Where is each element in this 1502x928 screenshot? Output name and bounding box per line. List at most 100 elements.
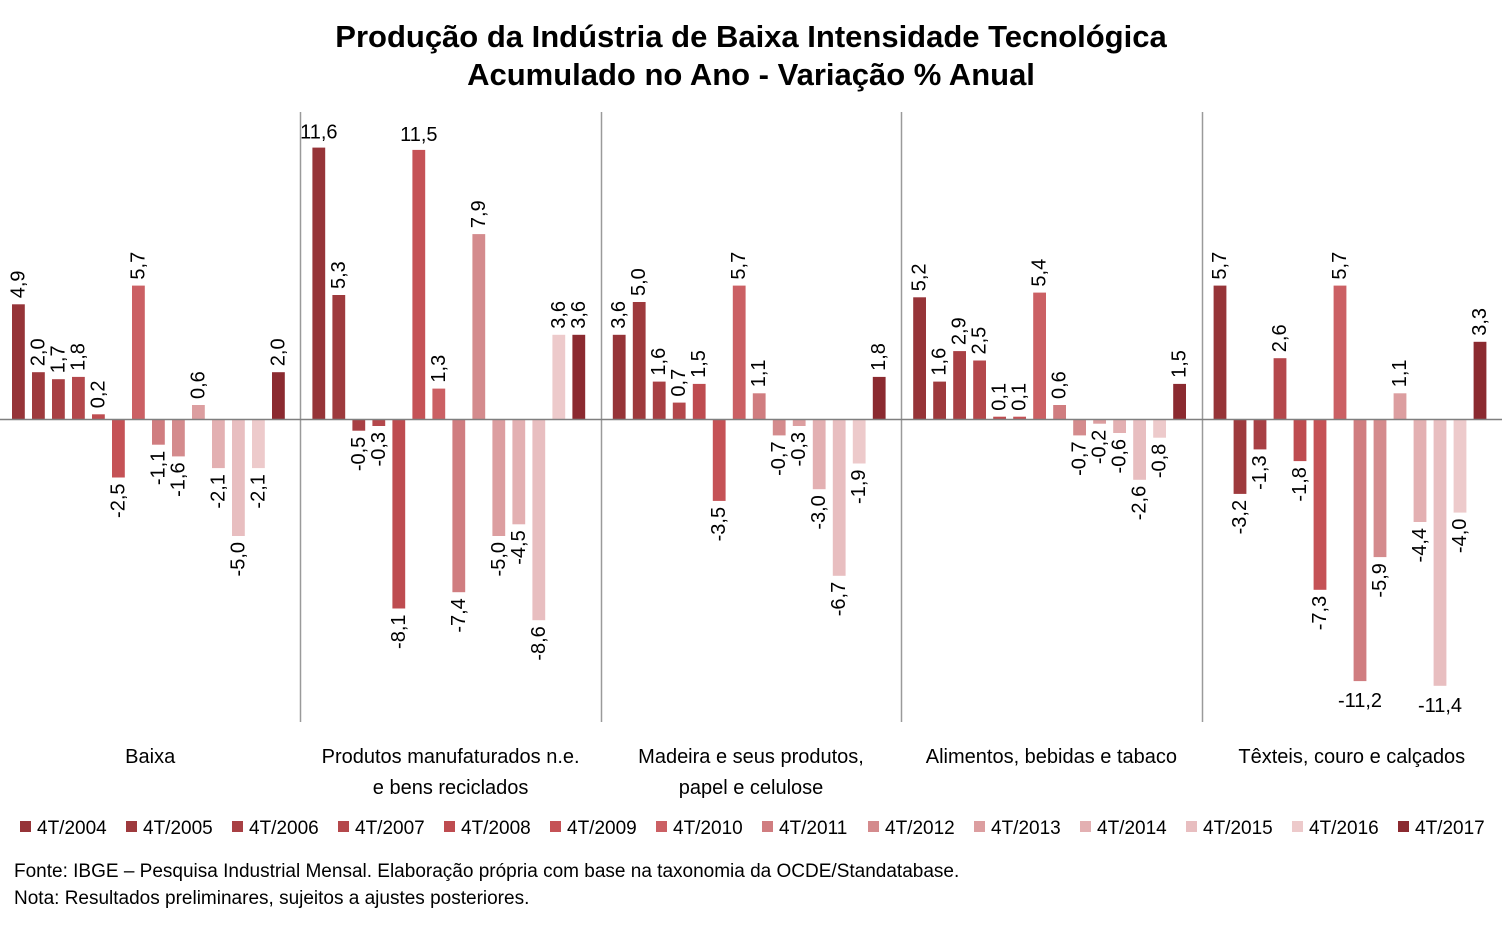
data-label: -4,0 [1449,519,1471,553]
bar-4T-2009 [112,419,125,478]
bar-4T-2012 [772,419,786,436]
data-label: 0,6 [187,371,209,399]
data-label: -5,0 [488,542,510,576]
bar-4T-2017 [272,372,285,419]
data-label: -5,9 [1369,563,1391,597]
data-label: 0,6 [1049,371,1071,399]
legend-swatch [338,821,349,832]
data-label: 5,2 [909,263,931,291]
bar-4T-2006 [352,419,366,431]
data-label: 0,1 [989,383,1011,411]
chart-title: Produção da Indústria de Baixa Intensida… [0,18,1502,94]
data-label: 2,6 [1269,324,1291,352]
data-label: -0,3 [788,432,810,466]
data-label: 1,6 [648,348,670,376]
bar-4T-2012 [1373,419,1387,558]
data-label: -0,7 [768,441,790,475]
data-label: -3,0 [808,495,830,529]
legend-swatch [444,821,455,832]
data-label: 3,6 [548,301,570,329]
data-label: 3,3 [1469,308,1491,336]
category-label: Produtos manufaturados n.e. [322,746,580,768]
bar-4T-2015 [832,419,846,576]
bar-4T-2007 [372,419,386,426]
bar-4T-2011 [1353,419,1367,682]
bar-4T-2014 [1413,419,1427,522]
data-label: 3,6 [568,301,590,329]
chart-title-line-1: Produção da Indústria de Baixa Intensida… [335,19,1167,54]
bar-4T-2012 [1073,419,1086,436]
bar-4T-2015 [232,419,245,536]
data-label: 1,1 [1389,359,1411,387]
data-label: -0,3 [368,432,390,466]
data-label: -6,7 [828,582,850,616]
bar-4T-2005 [32,372,45,419]
data-label: 2,5 [969,327,991,355]
data-label: 7,9 [468,200,490,228]
bar-4T-2009 [1013,416,1026,419]
data-label: 1,7 [47,345,69,373]
data-label: -0,2 [1089,430,1111,464]
bar-4T-2008 [92,414,105,419]
bar-4T-2013 [492,419,506,536]
data-label: -0,8 [1149,444,1171,478]
bar-4T-2014 [812,419,826,490]
category-label: Madeira e seus produtos, [638,746,864,768]
bar-4T-2005 [632,302,646,419]
bar-4T-2010 [132,285,145,419]
data-label: 0,7 [668,369,690,397]
data-label: -2,1 [247,474,269,508]
data-label: -8,1 [388,615,410,649]
bar-4T-2016 [852,419,866,464]
bar-4T-2017 [572,334,586,419]
bar-4T-2014 [1113,419,1126,433]
bar-4T-2006 [52,379,65,419]
legend-label: 4T/2011 [779,818,847,839]
bar-4T-2006 [1253,419,1267,450]
data-label: -5,0 [227,542,249,576]
legend-label: 4T/2009 [567,818,637,839]
bar-4T-2011 [1053,405,1066,419]
bar-4T-2008 [392,419,406,609]
bar-4T-2008 [692,383,706,419]
bar-4T-2011 [452,419,466,593]
legend-swatch [762,821,773,832]
legend-swatch [550,821,561,832]
data-label: -11,4 [1418,695,1462,717]
data-label: 5,7 [1329,252,1351,280]
data-label: 11,5 [400,124,437,146]
bar-4T-2006 [652,381,666,419]
bar-4T-2007 [973,360,986,419]
bar-4T-2004 [913,297,926,419]
data-label: 1,8 [868,343,890,371]
bar-4T-2010 [732,285,746,419]
bar-4T-2014 [212,419,225,469]
legend-label: 4T/2006 [249,818,319,839]
data-label: 3,6 [608,301,630,329]
bar-4T-2010 [1333,285,1347,419]
bar-4T-2008 [993,416,1006,419]
data-label: 5,7 [127,252,149,280]
legend-label: 4T/2007 [355,818,425,839]
bar-4T-2010 [1033,292,1046,419]
bar-4T-2016 [252,419,265,469]
data-label: 1,5 [688,350,710,378]
data-label: 0,1 [1009,383,1031,411]
footnotes: Fonte: IBGE – Pesquisa Industrial Mensal… [14,858,959,912]
bar-4T-2011 [152,419,165,445]
data-label: -3,5 [708,507,730,541]
legend-swatch [1080,821,1091,832]
bar-4T-2016 [552,334,566,419]
category-label: Alimentos, bebidas e tabaco [926,746,1177,768]
legend-label: 4T/2012 [885,818,955,839]
data-label: -2,1 [207,474,229,508]
bar-4T-2013 [192,405,205,419]
data-label: -0,7 [1069,441,1091,475]
data-label: -1,6 [167,462,189,496]
data-label: 1,8 [67,343,89,371]
data-label: 5,0 [628,268,650,296]
bar-4T-2004 [12,304,25,419]
bar-4T-2016 [1453,419,1467,513]
bar-4T-2005 [1233,419,1247,494]
